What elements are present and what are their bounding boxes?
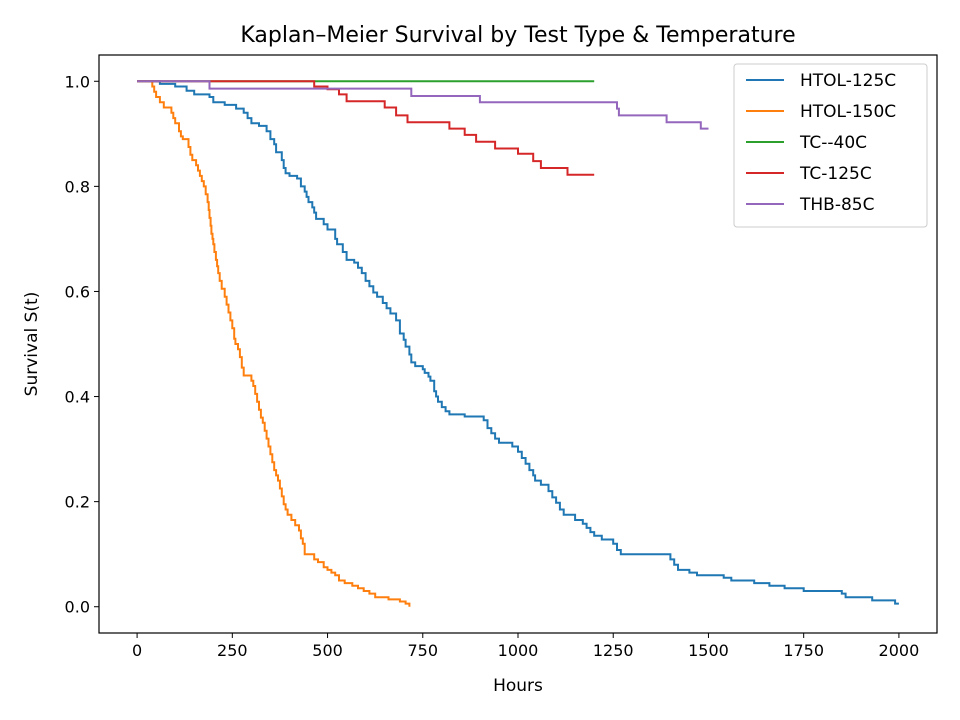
legend-label: TC--40C [799,133,867,153]
legend-label: HTOL-125C [800,71,896,91]
legend-label: HTOL-150C [800,102,896,122]
y-axis: 0.0 0.2 0.4 0.6 0.8 1.0 [65,72,99,617]
y-tick-label: 0.6 [65,282,90,301]
x-tick-label: 250 [217,641,248,660]
series-line-3 [137,80,595,176]
series-line-0 [137,80,899,605]
x-tick-label: 750 [407,641,438,660]
x-tick-label: 1500 [688,641,729,660]
y-tick-label: 0.8 [65,177,90,196]
series-line-1 [137,80,411,607]
x-axis-title: Hours [493,676,543,696]
y-tick-label: 0.4 [65,388,90,407]
y-tick-label: 0.2 [65,493,90,512]
x-tick-label: 0 [132,641,142,660]
legend: HTOL-125C HTOL-150C TC--40C TC-125C THB-85C [733,63,928,228]
x-tick-label: 1000 [498,641,539,660]
x-tick-label: 2000 [879,641,920,660]
legend-label: THB-85C [799,195,874,215]
x-tick-label: 1250 [593,641,634,660]
y-tick-label: 0.0 [65,598,90,617]
y-tick-label: 1.0 [65,72,90,91]
series-line-4 [137,80,709,130]
x-axis: 0 250 500 750 1000 1250 1500 1750 2000 [132,633,919,660]
chart-title: Kaplan–Meier Survival by Test Type & Tem… [240,23,795,48]
legend-label: TC-125C [799,164,872,184]
legend-box [733,63,928,228]
y-axis-title: Survival S(t) [22,292,42,397]
x-tick-label: 1750 [783,641,824,660]
plot-lines [137,80,899,607]
x-tick-label: 500 [312,641,343,660]
